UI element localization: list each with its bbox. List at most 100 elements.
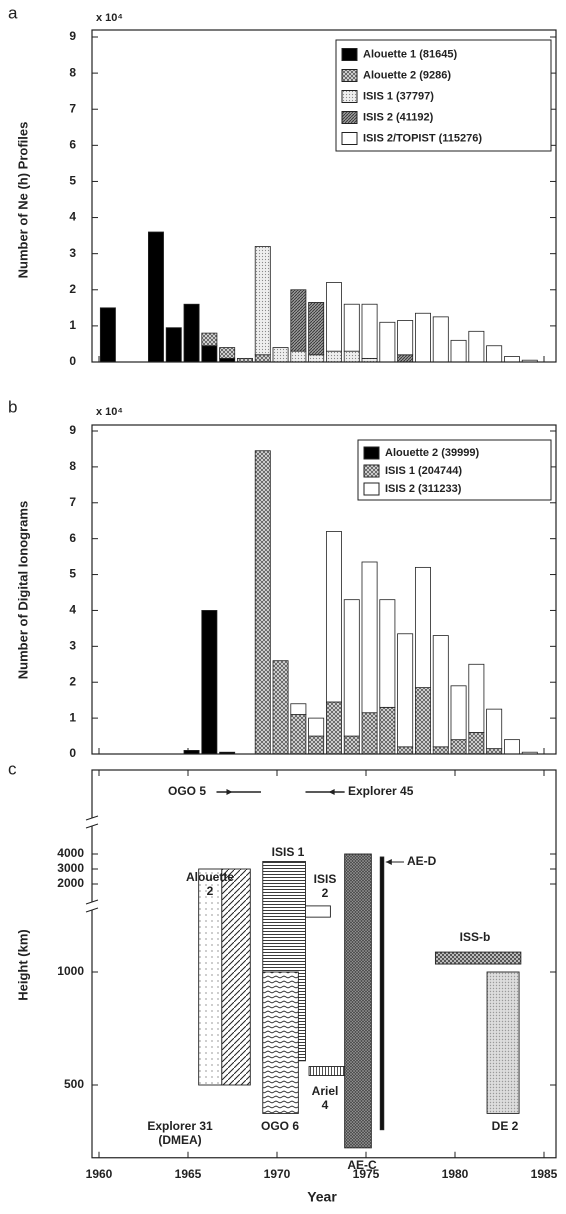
bar <box>397 320 414 356</box>
plot-frame <box>91 424 557 755</box>
x-tick-label: 1960 <box>86 1167 113 1181</box>
item-label: Explorer 31 <box>147 1119 213 1133</box>
plot-frame <box>91 769 557 1159</box>
y-tick-label: 500 <box>64 1077 84 1091</box>
bar <box>290 714 307 755</box>
item-label: DE 2 <box>492 1119 519 1133</box>
legend-swatch <box>341 111 358 124</box>
y-axis-label: Height (km) <box>15 929 30 1001</box>
legend-swatch <box>341 69 358 82</box>
coverage-box <box>486 971 520 1114</box>
bar <box>397 746 414 755</box>
bar <box>308 354 325 363</box>
bar <box>325 531 342 703</box>
bar <box>397 633 414 748</box>
bar <box>414 687 431 755</box>
y-tick-label: 7 <box>69 495 76 509</box>
bar <box>290 703 307 715</box>
y-tick-label: 2 <box>69 282 76 296</box>
bar <box>165 327 182 363</box>
bar <box>201 345 218 363</box>
bar <box>254 354 271 363</box>
bar <box>486 748 503 755</box>
y-tick-label: 1000 <box>57 964 84 978</box>
x-tick-label: 1975 <box>353 1167 380 1181</box>
bar <box>290 289 307 352</box>
bar <box>450 339 467 363</box>
item-label: 2 <box>322 886 329 900</box>
arrow-head <box>328 789 335 795</box>
y-tick-label: 8 <box>69 459 76 473</box>
legend-label: Alouette 1 (81645) <box>363 48 457 60</box>
bar <box>99 307 116 363</box>
item-label: 2 <box>207 884 214 898</box>
bar <box>325 350 342 363</box>
legend-label: ISIS 2 (311233) <box>385 483 462 495</box>
bar <box>201 332 218 347</box>
legend-swatch <box>363 464 380 478</box>
coverage-box <box>262 971 299 1114</box>
y-tick-label: 6 <box>69 138 76 152</box>
legend-swatch <box>341 48 358 61</box>
y-tick-label: 1 <box>69 710 76 724</box>
bar <box>201 610 218 755</box>
bar <box>432 746 449 755</box>
item-label: OGO 6 <box>261 1119 299 1133</box>
bar <box>379 599 396 708</box>
y-axis-label: Number of Ne (h) Profiles <box>15 122 30 279</box>
bar <box>503 739 520 755</box>
y-tick-label: 1 <box>69 318 76 332</box>
bar <box>272 660 289 755</box>
bar <box>503 356 520 363</box>
legend-label: Alouette 2 (9286) <box>363 69 451 81</box>
bar <box>486 345 503 363</box>
legend-swatch <box>363 482 380 496</box>
item-label: ISIS 1 <box>272 845 305 859</box>
coverage-box <box>308 1066 346 1076</box>
y-tick-label: 3 <box>69 639 76 653</box>
y-tick-label: 4 <box>69 210 76 224</box>
item-label: ISIS <box>314 872 337 886</box>
legend-label: ISIS 1 (37797) <box>363 90 434 102</box>
legend-label: Alouette 2 (39999) <box>385 447 479 459</box>
x-tick-label: 1980 <box>442 1167 469 1181</box>
axis-break <box>88 902 96 910</box>
bar <box>272 347 289 363</box>
bar <box>397 354 414 363</box>
item-label: 4 <box>322 1098 329 1112</box>
bar <box>308 302 325 356</box>
y-tick-label: 9 <box>69 423 76 437</box>
bar <box>361 712 378 755</box>
bar <box>450 739 467 755</box>
bar <box>343 303 360 352</box>
arrow-label: Explorer 45 <box>348 784 414 798</box>
bar <box>414 566 431 689</box>
coverage-box <box>221 868 251 1086</box>
y-tick-label: 7 <box>69 101 76 115</box>
bar <box>308 735 325 755</box>
multiplier: x 10⁴ <box>96 406 123 418</box>
arrow-head <box>226 789 233 795</box>
bar <box>343 599 360 737</box>
coverage-box <box>344 853 372 1149</box>
y-tick-label: 2 <box>69 674 76 688</box>
y-tick-label: 8 <box>69 65 76 79</box>
bar <box>468 330 485 363</box>
arrow-label: OGO 5 <box>168 784 206 798</box>
item-label: AE-D <box>407 854 437 868</box>
bar <box>254 450 271 755</box>
panel-letter: b <box>8 397 17 416</box>
coverage-box <box>379 856 385 1131</box>
bar <box>468 663 485 733</box>
item-label: Ariel <box>312 1084 339 1098</box>
bar <box>325 701 342 755</box>
axis-break <box>85 907 99 913</box>
y-tick-label: 2000 <box>57 876 84 890</box>
bar <box>147 231 164 363</box>
panel-letter: c <box>8 759 17 778</box>
legend-box <box>335 39 552 152</box>
item-label: Alouette <box>186 870 234 884</box>
bar <box>254 246 271 356</box>
legend-swatch <box>341 90 358 103</box>
